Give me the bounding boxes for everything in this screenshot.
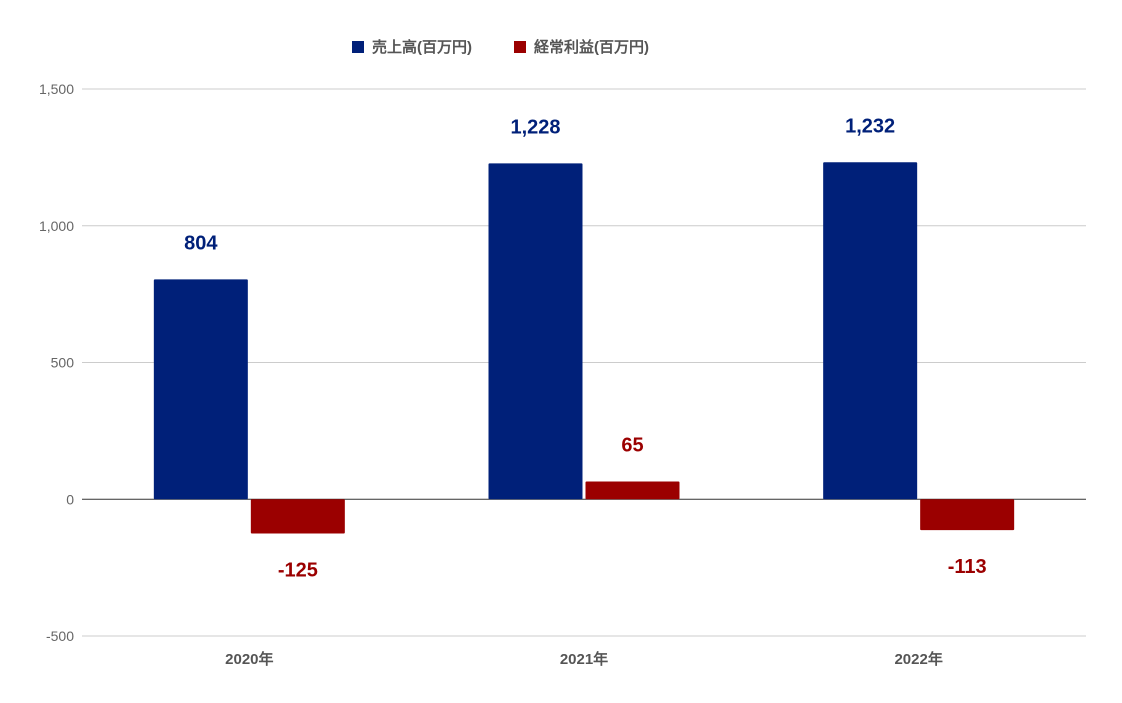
data-label: 1,228: [510, 116, 560, 138]
legend: 売上高(百万円) 経常利益(百万円): [0, 36, 1122, 56]
bar-profit: [250, 499, 345, 534]
legend-item-profit: 経常利益(百万円): [514, 36, 649, 57]
bar-profit: [920, 499, 1015, 531]
data-label: -113: [948, 556, 987, 578]
bar-sales: [153, 279, 248, 500]
y-tick-label: 1,000: [39, 218, 74, 234]
y-tick-label: 500: [51, 355, 75, 371]
x-tick-label: 2020年: [225, 650, 273, 668]
x-tick-label: 2021年: [560, 650, 608, 668]
data-label: 65: [621, 434, 643, 456]
legend-swatch-profit: [514, 40, 526, 53]
data-label: 1,232: [845, 115, 895, 137]
data-label: 804: [184, 232, 218, 254]
legend-item-sales: 売上高(百万円): [352, 36, 472, 57]
legend-label-sales: 売上高(百万円): [372, 39, 472, 56]
y-tick-label: 0: [66, 491, 74, 507]
bar-sales: [488, 163, 583, 500]
legend-swatch-sales: [352, 40, 364, 53]
data-label: -125: [278, 559, 318, 581]
legend-label-profit: 経常利益(百万円): [534, 39, 649, 56]
bar-profit: [585, 481, 680, 500]
y-tick-label: -500: [46, 628, 74, 644]
y-tick-label: 1,500: [39, 81, 74, 97]
bar-sales: [823, 162, 918, 500]
x-tick-label: 2022年: [894, 650, 942, 668]
